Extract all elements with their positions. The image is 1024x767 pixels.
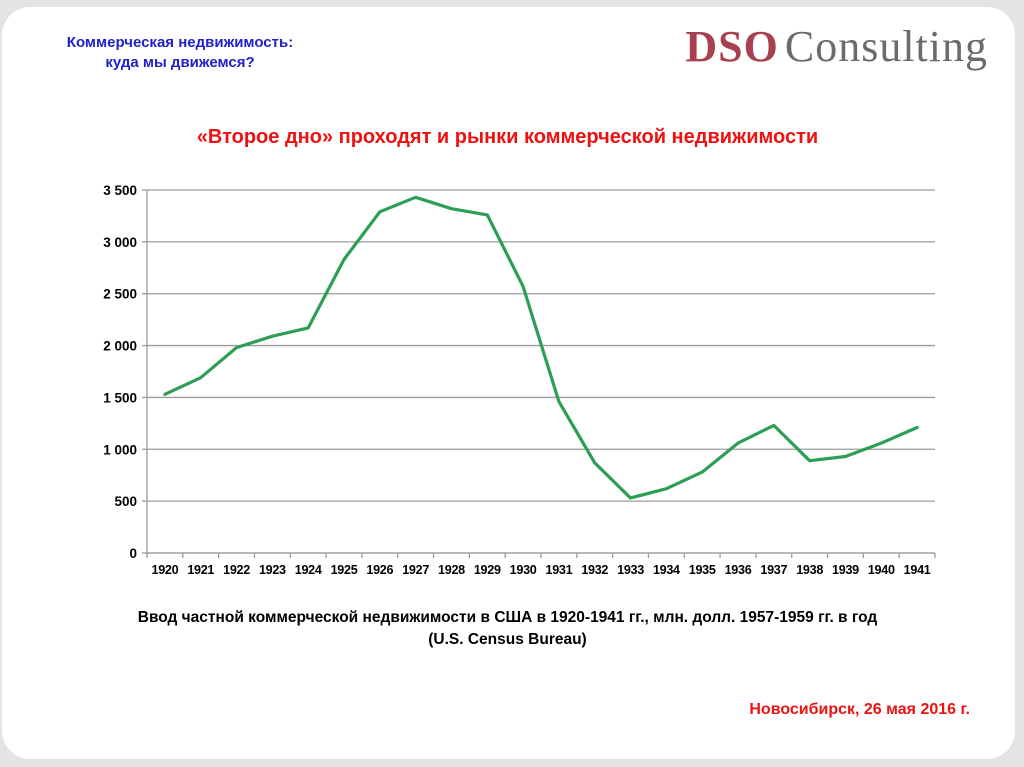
caption-line1: Ввод частной коммерческой недвижимости в…: [137, 609, 878, 626]
x-axis-tick-label: 1932: [581, 563, 608, 577]
y-axis-tick-label: 500: [114, 494, 137, 509]
line-chart: 0 500 1 000 1 500 2 000 2 500 3 000 3 500 1920 19…: [80, 178, 950, 588]
chart-title: «Второе дно» проходят и рынки коммерческ…: [196, 126, 819, 148]
x-axis-tick-label: 1941: [904, 563, 931, 577]
x-axis-tick-label: 1939: [832, 563, 859, 577]
x-axis-tick-label: 1926: [366, 563, 393, 577]
logo-accent-text: DSO: [685, 22, 779, 71]
x-axis-tick-label: 1928: [438, 563, 465, 577]
chart-caption: Ввод частной коммерческой недвижимости в…: [0, 607, 1015, 651]
x-axis-tick-label: 1934: [653, 563, 680, 577]
y-axis-tick-label: 3 500: [103, 183, 137, 198]
y-axis-tick-label: 2 000: [103, 339, 137, 354]
logo-rest-text: Consulting: [784, 22, 988, 71]
x-axis-tick-label: 1938: [796, 563, 823, 577]
caption-line2: (U.S. Census Bureau): [428, 631, 587, 648]
y-axis-tick-label: 3 000: [103, 235, 137, 250]
y-axis-tick-label: 1 500: [103, 390, 137, 405]
x-axis-tick-label: 1925: [331, 563, 358, 577]
y-axis-tick-label: 1 000: [103, 442, 137, 457]
chart-canvas: 0 500 1 000 1 500 2 000 2 500 3 000 3 500 1920 19…: [103, 183, 936, 577]
x-axis-tick-label: 1920: [151, 563, 178, 577]
x-axis-tick-label: 1921: [187, 563, 214, 577]
x-axis-tick-label: 1922: [223, 563, 250, 577]
company-logo: DSO Consulting: [685, 22, 988, 72]
data-series-line: [163, 195, 919, 500]
x-axis-tick-label: 1936: [725, 563, 752, 577]
x-axis-tick-label: 1933: [617, 563, 644, 577]
x-axis-tick-label: 1927: [402, 563, 429, 577]
header-line2: куда мы движемся?: [105, 54, 255, 71]
x-axis-tick-label: 1931: [545, 563, 572, 577]
x-axis-tick-label: 1923: [259, 563, 286, 577]
slide-header: Коммерческая недвижимость: куда мы движе…: [20, 33, 340, 73]
x-axis-tick-label: 1924: [295, 563, 322, 577]
x-axis-tick-label: 1937: [760, 563, 787, 577]
header-line1: Коммерческая недвижимость:: [66, 34, 294, 51]
x-axis-tick-label: 1929: [474, 563, 501, 577]
slide: [2, 7, 1015, 759]
y-axis-tick-label: 0: [129, 546, 137, 561]
x-axis-tick-label: 1940: [868, 563, 895, 577]
footer-location-date: Новосибирск, 26 мая 2016 г.: [749, 701, 970, 718]
x-axis-tick-label: 1935: [689, 563, 716, 577]
x-axis-tick-label: 1930: [510, 563, 537, 577]
y-axis-tick-label: 2 500: [103, 287, 137, 302]
